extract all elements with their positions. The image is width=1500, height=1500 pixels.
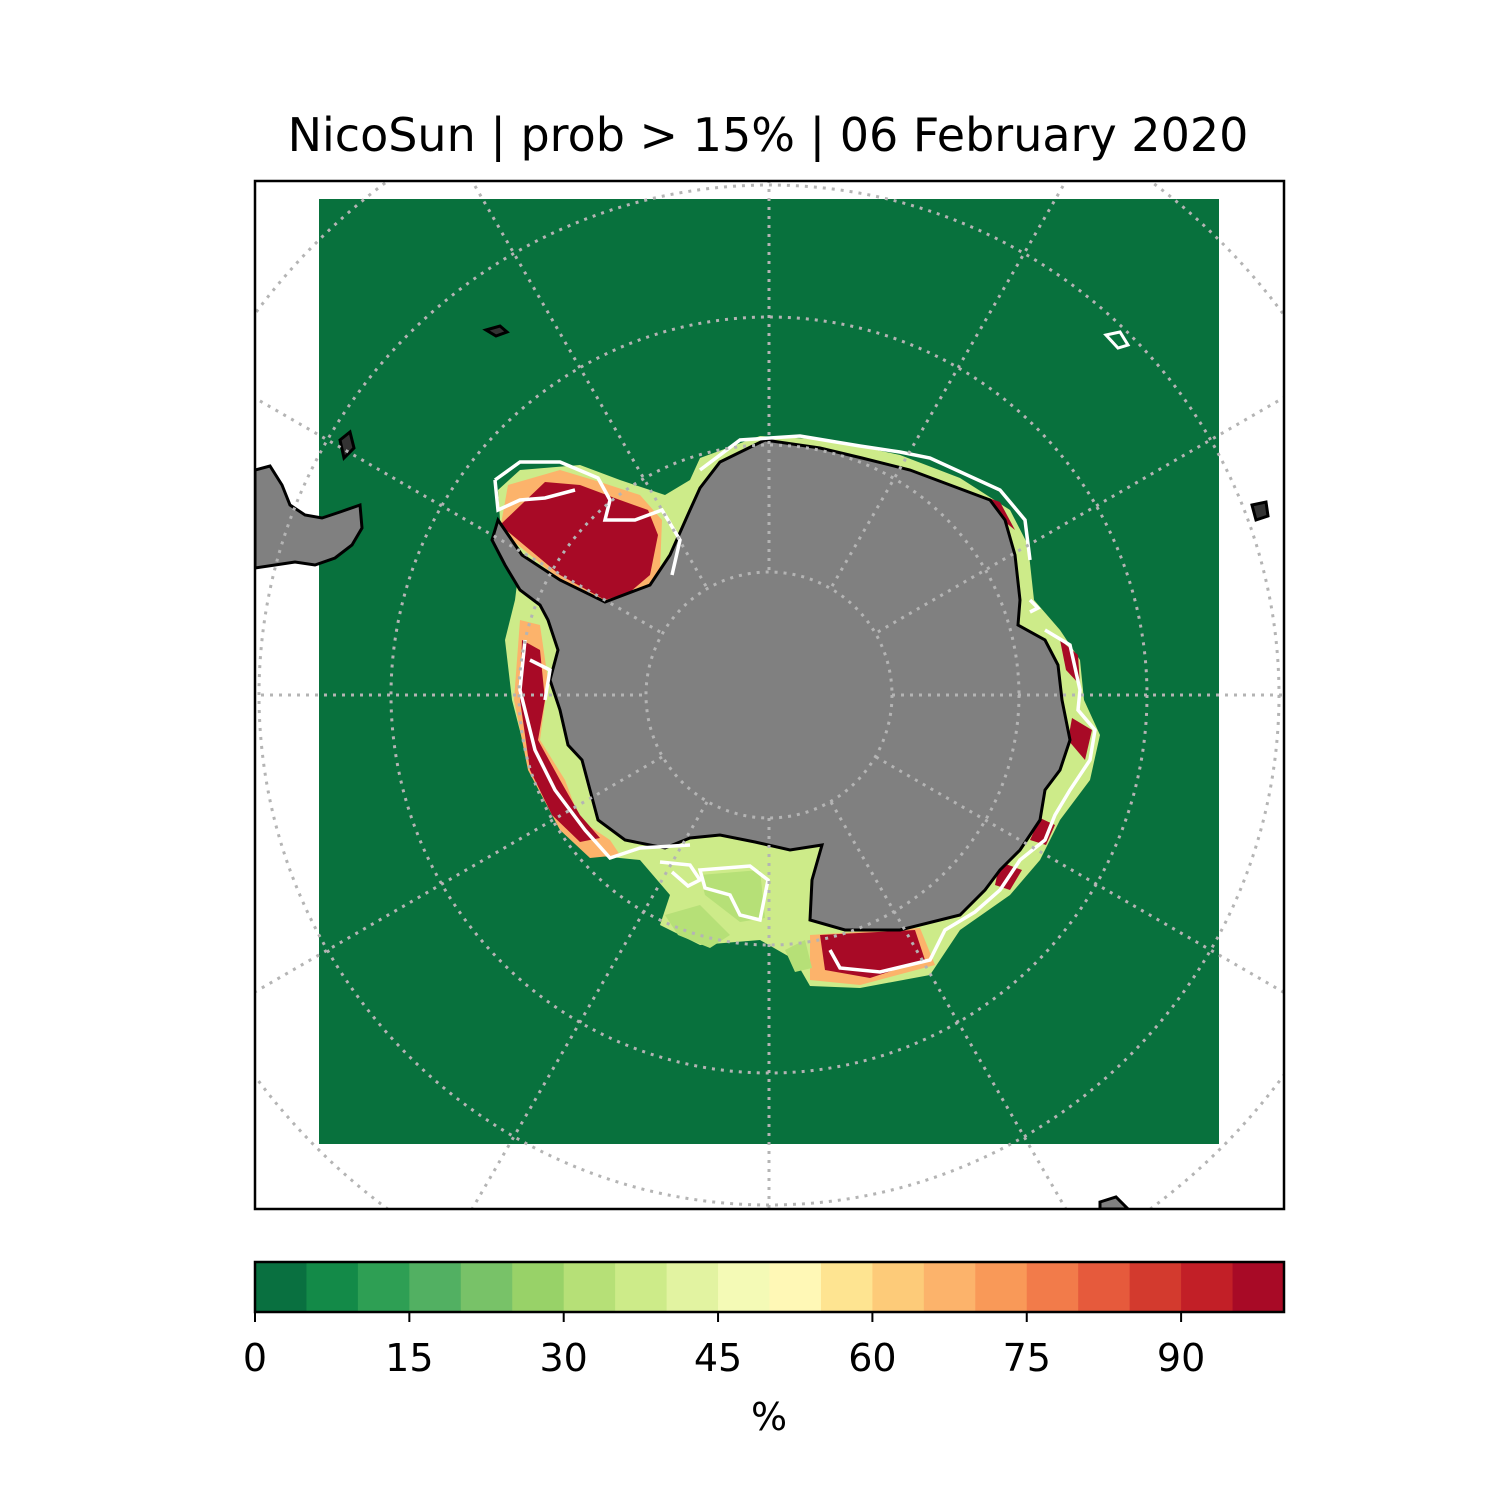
- island: [1250, 500, 1270, 522]
- colorbar-tick-label: 0: [242, 1336, 268, 1380]
- colorbar-bin: [357, 1262, 410, 1312]
- colorbar-tick-label: 75: [1002, 1336, 1051, 1380]
- island: [338, 429, 356, 461]
- colorbar-tick-label: 30: [539, 1336, 588, 1380]
- colorbar-tick-label: 45: [693, 1336, 743, 1380]
- colorbar-bin: [769, 1262, 822, 1312]
- colorbar-bin: [512, 1262, 565, 1312]
- colorbar-bin: [872, 1262, 925, 1312]
- colorbar-bin: [615, 1262, 668, 1312]
- colorbar-frame: [253, 1260, 1286, 1314]
- colorbar-ticks: [254, 1312, 1183, 1322]
- map-frame: [253, 179, 1286, 1211]
- map-title: NicoSun | prob > 15% | 06 February 2020: [287, 108, 1249, 162]
- colorbar-bin: [306, 1262, 359, 1312]
- colorbar-tick-label: 90: [1156, 1336, 1206, 1380]
- colorbar-bin: [460, 1262, 513, 1312]
- colorbar-bin: [1181, 1262, 1234, 1312]
- colorbar-bin: [666, 1262, 719, 1312]
- colorbar: [255, 1262, 1285, 1312]
- colorbar-bin: [563, 1262, 616, 1312]
- colorbar-bin: [409, 1262, 462, 1312]
- colorbar-bin: [1232, 1262, 1285, 1312]
- colorbar-bin: [975, 1262, 1028, 1312]
- colorbar-bin: [923, 1262, 976, 1312]
- colorbar-bin: [718, 1262, 770, 1312]
- colorbar-bin: [1026, 1262, 1079, 1312]
- colorbar-bin: [255, 1262, 307, 1312]
- antarctica-landmass: [490, 438, 1072, 932]
- colorbar-bin: [1078, 1262, 1131, 1312]
- colorbar-bin: [1129, 1262, 1182, 1312]
- ice-edge-contour: [493, 434, 1097, 974]
- island: [482, 324, 510, 338]
- colorbar-bin: [820, 1262, 873, 1312]
- colorbar-tick-label: 15: [385, 1336, 434, 1380]
- ice-contour-island: [1103, 330, 1131, 350]
- colorbar-label: %: [750, 1395, 788, 1439]
- colorbar-tick-label: 60: [848, 1336, 897, 1380]
- island: [1098, 1195, 1131, 1209]
